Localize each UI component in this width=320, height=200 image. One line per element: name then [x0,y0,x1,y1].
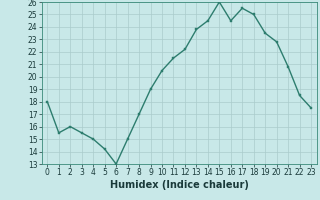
X-axis label: Humidex (Indice chaleur): Humidex (Indice chaleur) [110,180,249,190]
